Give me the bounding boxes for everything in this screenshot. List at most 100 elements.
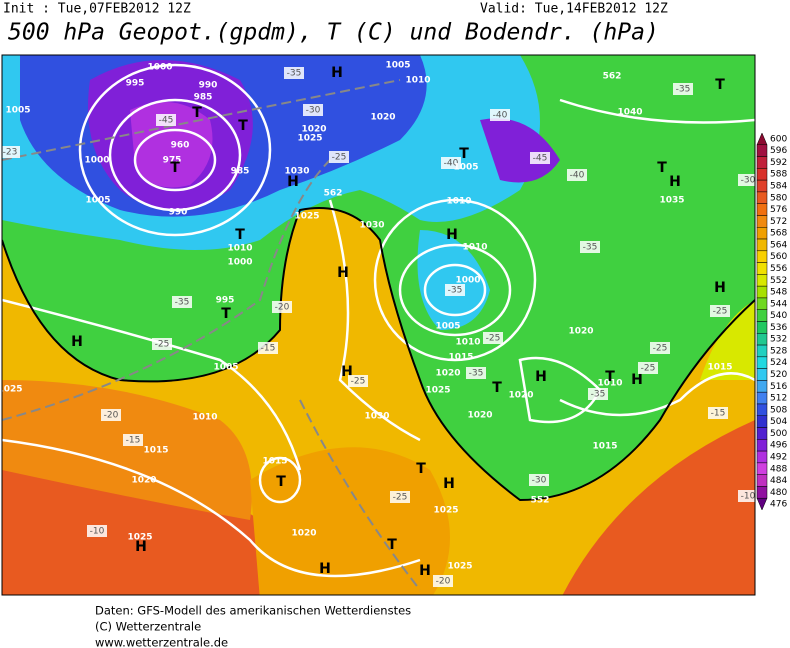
pressure-center: T — [387, 537, 397, 553]
isobar-label: 1005 — [5, 106, 30, 116]
map-title: 500 hPa Geopot.(gpdm), T (C) und Bodendr… — [8, 20, 659, 46]
valid-time: Valid: Tue,14FEB2012 12Z — [480, 2, 668, 17]
color-swatch — [756, 179, 768, 193]
temperature-label: -10 — [741, 492, 756, 502]
isobar-label: 1025 — [297, 134, 322, 144]
color-swatch — [756, 132, 768, 146]
temperature-label: -35 — [591, 390, 606, 400]
temperature-label: -25 — [486, 334, 501, 344]
color-scale-label: 492 — [770, 452, 787, 462]
temperature-label: -45 — [533, 154, 548, 164]
color-swatch — [756, 450, 768, 464]
temperature-label: -15 — [711, 409, 726, 419]
color-scale-label: 520 — [770, 370, 787, 380]
temperature-label: -25 — [653, 344, 668, 354]
color-scale-label: 564 — [770, 240, 787, 250]
pressure-center: H — [714, 280, 726, 296]
temp-label-box — [710, 305, 730, 317]
temperature-label: -20 — [104, 411, 119, 421]
color-scale-label: 516 — [770, 382, 787, 392]
temperature-label: -25 — [641, 364, 656, 374]
temp-label-box — [580, 241, 600, 253]
color-swatch — [756, 156, 768, 169]
isobar-label: 1020 — [568, 327, 593, 337]
temp-label-box — [530, 152, 550, 164]
pressure-center: T — [605, 369, 615, 385]
isobar-label: 552 — [531, 496, 550, 506]
temp-label-box — [588, 388, 608, 400]
isobar-label: 1005 — [453, 163, 478, 173]
isobar-label: 990 — [169, 208, 188, 218]
temp-label-box — [329, 151, 349, 163]
temperature-label: -20 — [275, 303, 290, 313]
pressure-center: T — [276, 474, 286, 490]
isobar-label: 1020 — [467, 411, 492, 421]
isobar-label: 1025 — [294, 212, 319, 222]
color-scale-label: 488 — [770, 464, 787, 474]
temperature-label: -15 — [261, 344, 276, 354]
color-swatch — [756, 344, 768, 358]
isobar-label: 995 — [216, 296, 235, 306]
color-scale-label: 556 — [770, 264, 787, 274]
temperature-label: -25 — [393, 493, 408, 503]
color-swatch — [756, 391, 768, 405]
temp-label-box — [738, 490, 755, 502]
pressure-center: H — [287, 174, 299, 190]
color-swatch — [756, 403, 768, 416]
temperature-label: -15 — [126, 436, 141, 446]
temp-label-box — [258, 342, 278, 354]
isobar-label: 1010 — [405, 76, 430, 86]
isobar-label: 1010 — [597, 379, 622, 389]
temp-label-box — [172, 296, 192, 308]
color-swatch — [756, 415, 768, 428]
color-scale-label: 588 — [770, 170, 787, 180]
color-swatch — [756, 321, 768, 334]
color-swatch — [756, 486, 768, 499]
color-scale-label: 480 — [770, 488, 787, 498]
color-scale-label: 528 — [770, 346, 787, 356]
isobar-label: 1005 — [385, 61, 410, 71]
color-swatch — [756, 250, 768, 263]
temp-label-box — [390, 491, 410, 503]
temperature-label: -23 — [3, 148, 18, 158]
pressure-center: H — [341, 364, 353, 380]
color-swatch — [756, 168, 768, 181]
temp-label-box — [441, 157, 461, 169]
isobar-label: 995 — [126, 79, 145, 89]
temperature-label: -25 — [713, 307, 728, 317]
isobar-label: 1035 — [659, 196, 684, 206]
color-scale-label: 580 — [770, 193, 787, 203]
temp-label-box — [567, 169, 587, 181]
pressure-center: H — [337, 265, 349, 281]
temperature-label: -40 — [570, 171, 585, 181]
temp-label-box — [466, 367, 486, 379]
temp-label-box — [156, 114, 176, 126]
isobar-label: 1000 — [455, 276, 480, 286]
color-scale-label: 548 — [770, 288, 787, 298]
color-swatch — [756, 380, 768, 393]
isobar-label: 562 — [324, 189, 343, 199]
color-swatch — [756, 462, 768, 475]
temp-label-box — [272, 301, 292, 313]
temp-label-box — [529, 474, 549, 486]
temperature-label: -30 — [306, 106, 321, 116]
temperature-label: -35 — [583, 243, 598, 253]
isobar-label: 1005 — [213, 363, 238, 373]
temp-label-box — [152, 338, 172, 350]
temperature-label: -30 — [532, 476, 547, 486]
footer-line: www.wetterzentrale.de — [95, 636, 228, 648]
color-scale-label: 544 — [770, 299, 787, 309]
color-scale-label: 572 — [770, 217, 787, 227]
color-swatch — [756, 333, 768, 346]
color-swatch — [756, 474, 768, 487]
color-scale-label: 584 — [770, 182, 787, 192]
pressure-center: T — [170, 160, 180, 176]
isobar-label: 1015 — [448, 353, 473, 363]
pressure-center: H — [419, 563, 431, 579]
isobar-label: 1000 — [84, 156, 109, 166]
color-scale-label: 592 — [770, 158, 787, 168]
color-scale-label: 600 — [770, 134, 787, 144]
temperature-label: -25 — [351, 377, 366, 387]
color-swatch — [756, 144, 768, 157]
